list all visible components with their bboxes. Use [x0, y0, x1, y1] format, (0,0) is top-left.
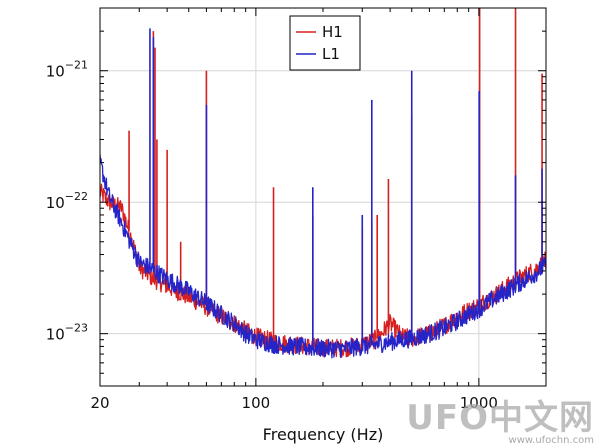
watermark-logo: UFO中文网 www.ufochn.com [406, 401, 594, 446]
legend-box [289, 15, 361, 71]
watermark-text: UFO中文网 [406, 398, 594, 438]
x-tick-label: 100 [242, 394, 271, 412]
tick-labels: 20 100 1000 10−23 10−22 10−21 [46, 59, 498, 412]
legend-label-l1: L1 [322, 45, 340, 63]
x-axis-label: Frequency (Hz) [263, 425, 384, 444]
watermark-url: www.ufochn.com [508, 435, 594, 446]
legend-label-h1: H1 [322, 23, 343, 41]
y-tick-label: 10−21 [46, 59, 88, 81]
x-tick-label: 20 [90, 394, 109, 412]
y-tick-label: 10−23 [46, 322, 88, 344]
x-tick-label: 1000 [460, 394, 498, 412]
y-tick-label: 10−22 [46, 190, 88, 212]
series-line-l1 [100, 154, 546, 359]
axis-ticks [99, 7, 546, 386]
plot-area [100, 8, 546, 359]
